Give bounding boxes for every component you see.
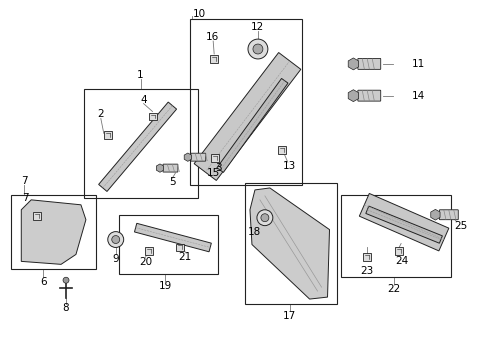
Text: 10: 10 (193, 9, 206, 19)
Text: 16: 16 (205, 32, 218, 42)
Text: 24: 24 (395, 256, 408, 266)
Bar (341, 195, 450, 277)
FancyBboxPatch shape (163, 164, 178, 172)
Polygon shape (134, 223, 211, 252)
Circle shape (247, 39, 267, 59)
Text: 5: 5 (169, 177, 175, 187)
Text: 23: 23 (360, 266, 373, 276)
Bar (144, 247, 152, 255)
Bar (11, 195, 96, 269)
Text: 13: 13 (283, 161, 296, 171)
Bar (119, 215, 218, 274)
Text: 22: 22 (386, 284, 400, 294)
Polygon shape (365, 206, 442, 243)
Text: 3: 3 (214, 163, 221, 173)
Bar (363, 253, 370, 261)
Polygon shape (99, 102, 176, 192)
Text: 6: 6 (40, 277, 46, 287)
Text: 2: 2 (97, 108, 104, 118)
FancyBboxPatch shape (439, 210, 457, 220)
FancyBboxPatch shape (190, 153, 205, 161)
Circle shape (63, 277, 69, 283)
Bar (84, 89, 198, 198)
Bar (210, 55, 218, 63)
Polygon shape (194, 53, 300, 180)
Text: 8: 8 (62, 303, 69, 313)
FancyBboxPatch shape (357, 90, 380, 101)
Bar (176, 243, 184, 251)
Text: 15: 15 (206, 168, 219, 178)
Text: 18: 18 (247, 226, 260, 237)
Bar (277, 146, 285, 154)
Text: 7: 7 (21, 176, 27, 186)
Text: 9: 9 (112, 255, 119, 264)
Bar (148, 113, 156, 121)
Text: 12: 12 (251, 22, 264, 32)
Polygon shape (21, 200, 86, 264)
Text: 21: 21 (178, 252, 192, 262)
Circle shape (261, 214, 268, 222)
Bar (103, 131, 112, 139)
Polygon shape (249, 188, 329, 299)
Text: 19: 19 (159, 281, 172, 291)
Text: 11: 11 (411, 59, 425, 69)
Text: 14: 14 (411, 91, 425, 101)
Bar (33, 212, 41, 220)
Bar (244, 183, 337, 304)
Circle shape (107, 231, 123, 247)
Text: 20: 20 (139, 257, 152, 267)
Circle shape (256, 210, 272, 226)
Bar (394, 247, 402, 255)
Bar (190, 19, 301, 185)
Bar (211, 154, 219, 162)
FancyBboxPatch shape (357, 58, 380, 69)
Text: 25: 25 (453, 221, 467, 231)
Text: 17: 17 (283, 311, 296, 321)
Text: 7: 7 (22, 193, 28, 203)
Text: 4: 4 (140, 95, 146, 105)
Text: 1: 1 (137, 70, 143, 80)
Polygon shape (217, 78, 287, 172)
Circle shape (252, 44, 263, 54)
Circle shape (112, 235, 120, 243)
Polygon shape (359, 193, 448, 251)
